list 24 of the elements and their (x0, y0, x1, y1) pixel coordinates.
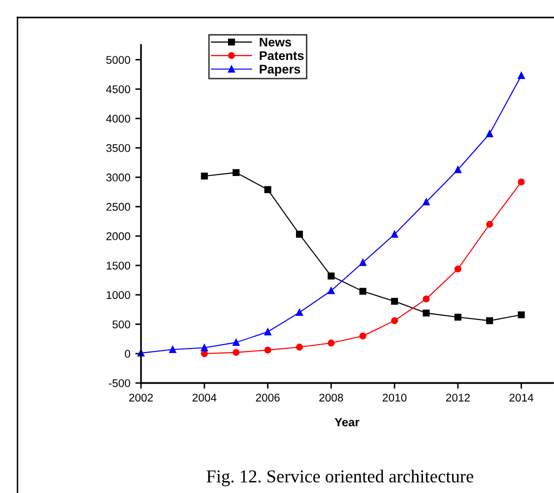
y-tick-label: 4500 (106, 85, 130, 94)
y-tick-label: 500 (112, 320, 130, 328)
x-tick-label: 2002 (129, 394, 153, 402)
x-tick-label: 2004 (192, 394, 216, 402)
y-tick-label: 2500 (106, 202, 130, 211)
x-axis-title: Year (334, 418, 360, 426)
y-tick-label: 1500 (106, 262, 130, 270)
x-tick-label: 2008 (319, 394, 344, 402)
legend-label: News (260, 38, 292, 47)
y-tick-label: 4000 (106, 114, 130, 123)
legend-label: Patents (260, 51, 304, 60)
y-tick-label: 5000 (106, 56, 130, 64)
caption: Fig. 12. Service oriented architecture (206, 470, 474, 486)
y-tick-label: 2000 (106, 232, 130, 240)
y-tick-label: 1000 (106, 291, 130, 299)
y-tick-label: 3000 (106, 174, 130, 182)
x-tick-label: 2012 (446, 394, 470, 402)
x-tick-label: 2010 (382, 394, 406, 402)
y-tick-label: -500 (108, 379, 130, 388)
x-tick-label: 2006 (256, 394, 280, 402)
y-tick-label: 3500 (106, 144, 130, 152)
legend-label: Papers (260, 64, 300, 76)
x-tick-label: 2014 (510, 394, 534, 402)
y-tick-label: 0 (124, 350, 130, 358)
